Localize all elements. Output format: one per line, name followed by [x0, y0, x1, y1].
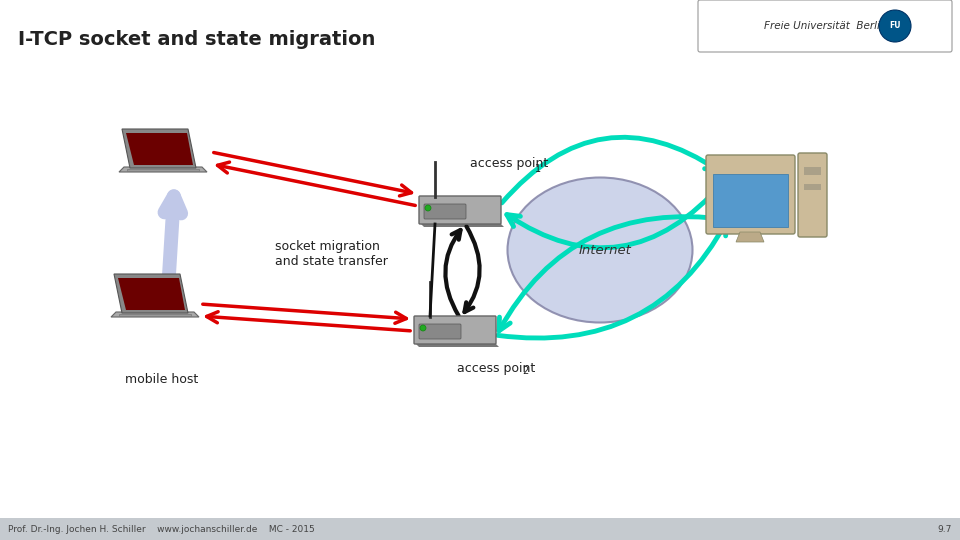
FancyBboxPatch shape [419, 196, 501, 224]
Circle shape [425, 205, 431, 211]
Polygon shape [118, 278, 185, 310]
FancyBboxPatch shape [698, 0, 952, 52]
Text: socket migration
and state transfer: socket migration and state transfer [275, 240, 388, 268]
Text: 1: 1 [535, 164, 541, 174]
Polygon shape [736, 232, 764, 242]
FancyBboxPatch shape [414, 316, 496, 344]
Text: 2: 2 [522, 366, 528, 376]
Bar [127, 168, 199, 171]
Text: 9.7: 9.7 [938, 524, 952, 534]
Text: Freie Universität  Berlin: Freie Universität Berlin [764, 21, 886, 31]
FancyBboxPatch shape [706, 155, 795, 234]
Polygon shape [420, 223, 504, 227]
FancyBboxPatch shape [424, 204, 466, 219]
Polygon shape [119, 167, 207, 172]
Text: Internet: Internet [579, 244, 632, 256]
Circle shape [879, 10, 911, 42]
Text: access point: access point [470, 157, 548, 170]
Text: access point: access point [457, 362, 536, 375]
FancyBboxPatch shape [419, 324, 461, 339]
Text: Prof. Dr.-Ing. Jochen H. Schiller    www.jochanschiller.de    MC - 2015: Prof. Dr.-Ing. Jochen H. Schiller www.jo… [8, 524, 315, 534]
Polygon shape [415, 343, 499, 347]
Text: I-TCP socket and state migration: I-TCP socket and state migration [18, 30, 375, 49]
Polygon shape [111, 312, 199, 317]
Text: FU: FU [889, 22, 900, 30]
Ellipse shape [508, 178, 692, 322]
Bar [804, 167, 821, 175]
Text: mobile host: mobile host [125, 373, 199, 386]
Polygon shape [122, 129, 196, 168]
Circle shape [420, 325, 426, 331]
Bar [713, 174, 788, 227]
Bar [804, 184, 821, 190]
Polygon shape [114, 274, 188, 313]
Bar [0, 518, 960, 540]
FancyBboxPatch shape [798, 153, 827, 237]
Polygon shape [126, 133, 193, 165]
Bar [119, 314, 191, 315]
